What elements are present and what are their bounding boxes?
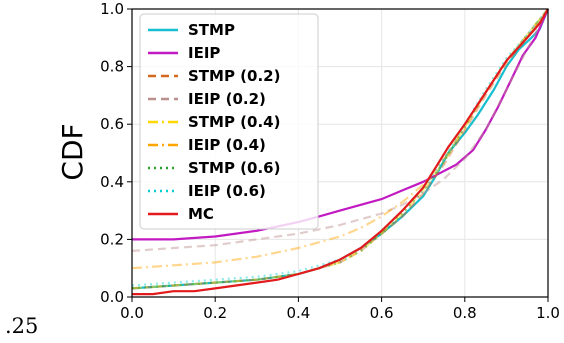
legend-label: STMP (0.4) xyxy=(188,113,280,131)
x-tick-label: 0.8 xyxy=(453,304,477,322)
corner-label: .25 xyxy=(5,314,38,338)
legend-label: IEIP xyxy=(188,44,220,62)
series-line-stmp xyxy=(131,8,550,290)
legend: STMP IEIP STMP (0.2) IEIP (0.2) STMP (0.4) IE… xyxy=(139,13,319,230)
axis-ticks: 0.0 0.2 0.4 0.6 0.8 1.0 0.0 0.2 0.4 0.6 0.8 1.0 xyxy=(100,0,560,322)
y-axis-label: CDF xyxy=(56,123,89,180)
legend-label: STMP (0.2) xyxy=(188,67,280,85)
x-tick-label: 1.0 xyxy=(536,304,560,322)
series-line-stmp-0-2 xyxy=(131,8,549,290)
series-line-stmp-0-4 xyxy=(131,8,549,290)
legend-label: STMP xyxy=(188,21,235,39)
x-tick-label: 0.4 xyxy=(286,304,310,322)
legend-box xyxy=(139,13,319,230)
legend-label: IEIP (0.6) xyxy=(188,182,266,200)
x-tick-label: 0.6 xyxy=(370,304,394,322)
series-line-ieip-0-6 xyxy=(131,8,549,287)
legend-label: IEIP (0.4) xyxy=(188,136,266,154)
x-tick-label: 0.2 xyxy=(203,304,227,322)
x-tick-label: 0.0 xyxy=(120,304,144,322)
y-tick-label: 0.8 xyxy=(100,58,124,76)
legend-label: MC xyxy=(188,205,214,223)
y-tick-label: 1.0 xyxy=(100,0,124,18)
legend-label: IEIP (0.2) xyxy=(188,90,266,108)
plot-area-frame xyxy=(131,8,549,298)
y-tick-label: 0.2 xyxy=(100,230,124,248)
series-line-mc xyxy=(132,8,549,296)
legend-label: STMP (0.6) xyxy=(188,159,280,177)
y-tick-label: 0.4 xyxy=(100,173,124,191)
y-tick-label: 0.6 xyxy=(100,115,124,133)
y-tick-label: 0.0 xyxy=(100,288,124,306)
series-line-ieip-0-2 xyxy=(131,8,549,252)
